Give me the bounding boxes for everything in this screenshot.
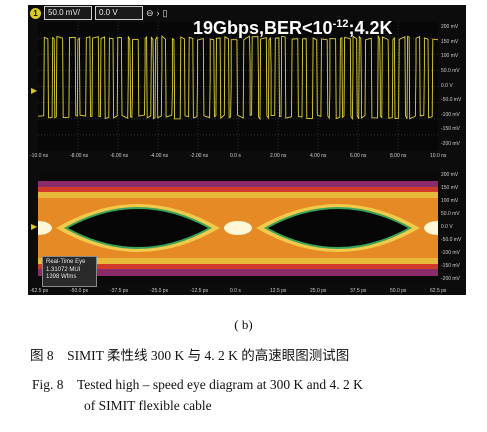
eye-bottom-black xyxy=(38,276,438,285)
eye-y-label: -50.0 mV xyxy=(441,237,462,243)
waveform-y-label: 200 mV xyxy=(441,24,459,30)
waveform-trace xyxy=(37,34,439,121)
waveform-x-label: 0.0 s xyxy=(230,153,241,159)
waveform-x-label: 6.00 ns xyxy=(350,153,367,159)
waveform-x-label: -6.00 ns xyxy=(110,153,129,159)
eye-rail-band xyxy=(38,192,438,198)
waveform-y-label: 100 mV xyxy=(441,53,459,60)
subfigure-label: ( b) xyxy=(234,317,253,332)
waveform-y-label: 50.0 mV xyxy=(441,67,460,74)
eye-rail-band xyxy=(38,258,438,264)
chevron-right-icon[interactable]: › xyxy=(156,8,160,18)
eye-x-label: -50.0 ps xyxy=(70,288,89,294)
scope-toolbar: 1 50.0 mV/ 0.0 V ⊖ › ▯ xyxy=(28,5,168,21)
waveform-x-label: 4.00 ns xyxy=(310,153,327,159)
trigger-marker-icon[interactable]: ▶ xyxy=(31,86,38,95)
eye-x-label: -25.0 ps xyxy=(150,288,169,294)
oscilloscope-screen: 1 50.0 mV/ 0.0 V ⊖ › ▯ 200 mV 150 mV 100 m… xyxy=(24,5,466,295)
eye-opening xyxy=(268,209,408,247)
eye-info-wfms: 1398 Wfms xyxy=(46,274,77,280)
waveform-x-label: 2.00 ns xyxy=(270,153,287,159)
waveform-panel xyxy=(37,22,439,151)
caption-chinese: 图 8 SIMIT 柔性线 300 K 与 4. 2 K 的高速眼图测试图 xyxy=(30,348,350,363)
eye-x-label: -37.5 ps xyxy=(110,288,129,294)
vertical-scale-field[interactable]: 50.0 mV/ xyxy=(44,6,92,20)
eye-diagram-panel xyxy=(24,171,452,285)
eye-rail-band xyxy=(38,187,438,192)
caption-english-line2: of SIMIT flexible cable xyxy=(84,398,212,413)
eye-crossing xyxy=(224,221,252,235)
eye-y-label: 0.0 V xyxy=(441,224,453,230)
eye-rail-band xyxy=(38,264,438,269)
eye-y-label: -100 mV xyxy=(441,250,460,256)
waveform-x-label: -10.0 ns xyxy=(30,153,49,159)
waveform-y-label: -50.0 mV xyxy=(441,97,462,104)
vertical-offset-field[interactable]: 0.0 V xyxy=(95,6,143,20)
waveform-y-label: -100 mV xyxy=(441,111,460,118)
waveform-x-label: -8.00 ns xyxy=(70,153,89,159)
annotation-exponent: -12 xyxy=(332,18,349,30)
eye-top-black xyxy=(38,171,438,181)
eye-rail-band xyxy=(38,269,438,276)
channel-badge[interactable]: 1 xyxy=(30,7,41,19)
waveform-plot xyxy=(37,22,439,151)
waveform-y-label: -150 mV xyxy=(441,126,460,133)
eye-x-label: 50.0 ps xyxy=(390,288,407,294)
waveform-y-label: -200 mV xyxy=(441,141,460,147)
eye-x-label: 62.5 ps xyxy=(430,288,447,294)
eye-x-label: 12.5 ps xyxy=(270,288,287,294)
eye-y-label: 50.0 mV xyxy=(441,211,460,217)
annotation-prefix: 19Gbps,BER<10 xyxy=(193,18,333,38)
eye-rail-band xyxy=(38,181,438,187)
eye-y-label: -200 mV xyxy=(441,276,460,282)
adjust-icon[interactable]: ⊖ xyxy=(146,7,154,18)
eye-y-label: 150 mV xyxy=(441,185,459,191)
measurement-annotation: 19Gbps,BER<10-12;4.2K xyxy=(193,18,392,39)
eye-info-title: Real-Time Eye xyxy=(46,259,86,265)
waveform-x-label: 8.00 ns xyxy=(390,153,407,159)
waveform-x-label: -4.00 ns xyxy=(150,153,169,159)
eye-x-label: 37.5 ps xyxy=(350,288,367,294)
bookmark-icon[interactable]: ▯ xyxy=(162,7,168,18)
waveform-y-label: 150 mV xyxy=(441,38,459,45)
eye-y-label: -150 mV xyxy=(441,263,460,269)
eye-opening xyxy=(68,209,208,247)
waveform-x-label: 10.0 ns xyxy=(430,153,447,159)
eye-diagram-plot xyxy=(24,171,452,285)
eye-y-label: 200 mV xyxy=(441,172,459,178)
eye-x-label: 25.0 ps xyxy=(310,288,327,294)
eye-x-label: 0.0 s xyxy=(230,288,241,294)
caption-english-line1: Fig. 8 Tested high – speed eye diagram a… xyxy=(32,377,363,392)
waveform-y-label: 0.0 V xyxy=(441,82,453,89)
eye-y-label: 100 mV xyxy=(441,198,459,204)
eye-x-label: -62.5 ps xyxy=(30,288,49,294)
eye-x-label: -12.5 ps xyxy=(190,288,209,294)
real-time-eye-info: Real-Time Eye 1.31072 MUI 1398 Wfms xyxy=(42,256,97,287)
waveform-x-label: -2.00 ns xyxy=(190,153,209,159)
eye-info-mui: 1.31072 MUI xyxy=(46,266,81,273)
annotation-suffix: ;4.2K xyxy=(348,18,393,38)
eye-marker-icon[interactable]: ▶ xyxy=(31,222,38,231)
